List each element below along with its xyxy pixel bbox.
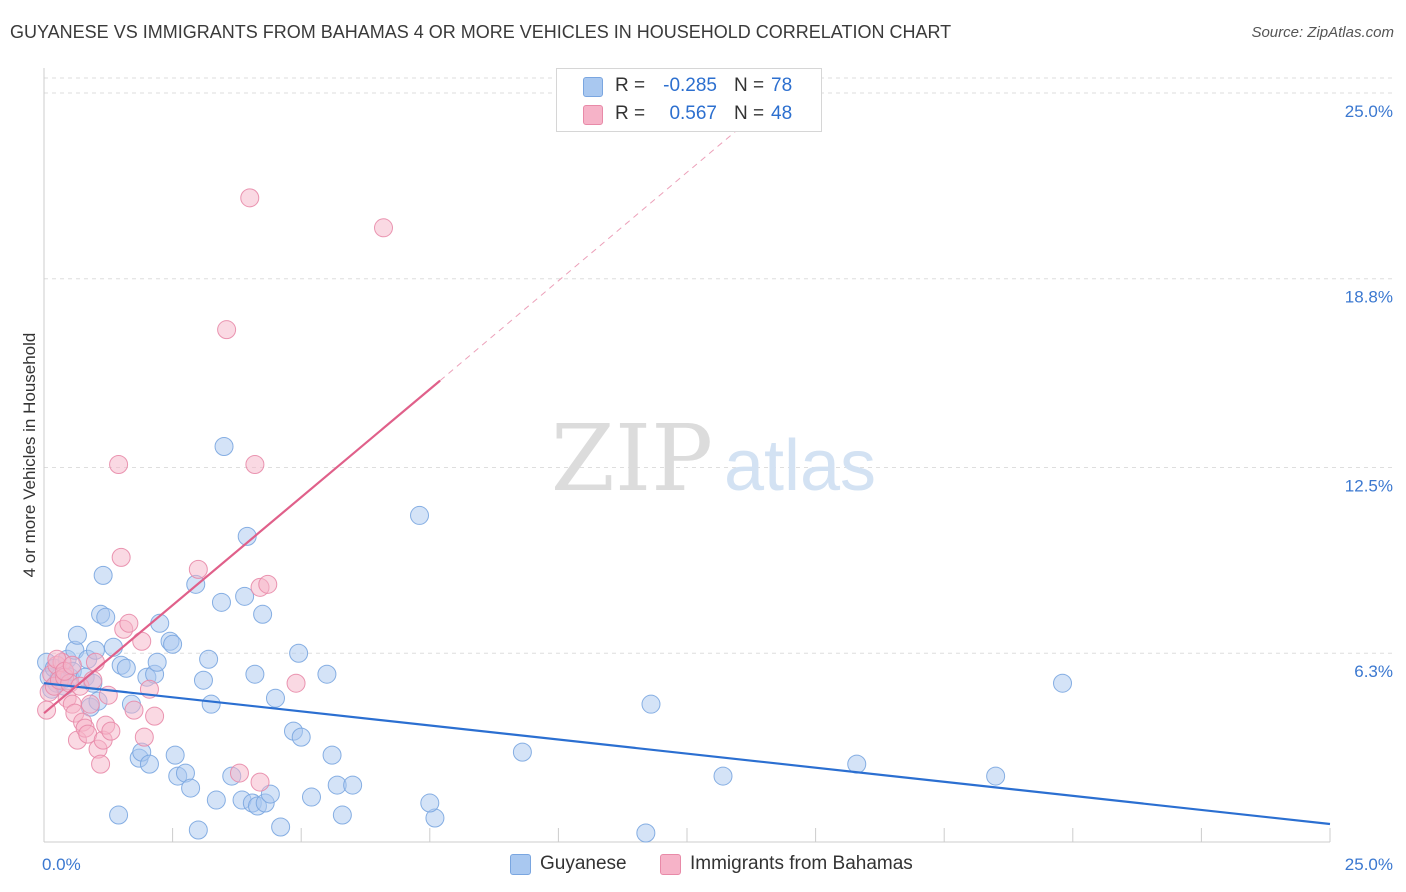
data-point-bahamas xyxy=(229,763,249,783)
legend-row-bahamas: R = 0.567 N = 48 xyxy=(557,99,821,129)
data-point-guyanese xyxy=(641,694,661,714)
x-tick-label: 0.0% xyxy=(42,855,81,874)
trend-line-bahamas xyxy=(43,379,441,715)
legend-label-bahamas: Immigrants from Bahamas xyxy=(690,853,913,874)
data-point-guyanese xyxy=(253,604,273,624)
data-point-guyanese xyxy=(147,652,167,672)
legend-swatch-guyanese xyxy=(510,854,531,875)
legend-r-value: 0.567 xyxy=(669,103,717,124)
legend-r-value: -0.285 xyxy=(663,75,717,96)
data-point-guyanese xyxy=(410,505,430,525)
data-point-guyanese xyxy=(188,820,208,840)
data-point-guyanese xyxy=(265,688,285,708)
data-point-bahamas xyxy=(124,700,144,720)
data-point-bahamas xyxy=(111,547,131,567)
data-point-bahamas xyxy=(258,574,278,594)
legend-swatch-bahamas xyxy=(583,105,603,125)
y-tick-label: 25.0% xyxy=(1345,102,1393,121)
data-point-guyanese xyxy=(116,658,136,678)
legend-n-value: 48 xyxy=(771,103,793,124)
data-point-guyanese xyxy=(109,805,129,825)
legend-row-guyanese: R = -0.285 N = 78 xyxy=(557,71,821,101)
watermark-zip: ZIP xyxy=(551,405,713,512)
data-point-guyanese xyxy=(332,805,352,825)
data-point-bahamas xyxy=(145,706,165,726)
legend-n-label: N = xyxy=(734,103,765,124)
data-point-guyanese xyxy=(201,694,221,714)
series-legend: Guyanese Immigrants from Bahamas xyxy=(0,852,1406,878)
trend-lines xyxy=(43,128,1331,826)
data-point-guyanese xyxy=(636,823,656,843)
data-point-guyanese xyxy=(211,592,231,612)
legend-swatch-bahamas xyxy=(660,854,681,875)
trend-line-guyanese xyxy=(43,682,1331,826)
legend-r-label: R = xyxy=(615,75,646,96)
data-point-guyanese xyxy=(291,727,311,747)
data-point-guyanese xyxy=(181,778,201,798)
data-point-guyanese xyxy=(165,745,185,765)
legend-n-label: N = xyxy=(734,75,765,96)
data-point-guyanese xyxy=(289,643,309,663)
data-point-guyanese xyxy=(93,565,113,585)
data-point-guyanese xyxy=(235,586,255,606)
data-point-bahamas xyxy=(83,670,103,690)
data-point-guyanese xyxy=(96,607,116,627)
data-point-guyanese xyxy=(420,793,440,813)
trend-line-bahamas-extension xyxy=(439,128,739,381)
data-point-bahamas xyxy=(286,673,306,693)
watermark-atlas: atlas xyxy=(724,426,876,506)
data-point-guyanese xyxy=(343,775,363,795)
data-point-guyanese xyxy=(847,754,867,774)
x-tick-label: 25.0% xyxy=(1345,855,1393,874)
y-tick-label: 18.8% xyxy=(1345,288,1393,307)
y-tick-label: 12.5% xyxy=(1345,476,1393,495)
data-point-guyanese xyxy=(1053,673,1073,693)
legend-label-guyanese: Guyanese xyxy=(540,853,627,874)
legend-n-value: 78 xyxy=(771,75,793,96)
data-point-bahamas xyxy=(80,694,100,714)
data-point-guyanese xyxy=(245,664,265,684)
data-point-bahamas xyxy=(62,655,82,675)
data-point-bahamas xyxy=(101,721,121,741)
data-point-guyanese xyxy=(986,766,1006,786)
data-point-bahamas xyxy=(217,320,237,340)
data-point-guyanese xyxy=(512,742,532,762)
data-point-bahamas xyxy=(188,559,208,579)
data-point-bahamas xyxy=(109,454,129,474)
chart-title: GUYANESE VS IMMIGRANTS FROM BAHAMAS 4 OR… xyxy=(10,22,952,42)
data-point-bahamas xyxy=(85,652,105,672)
gridlines xyxy=(44,77,1392,654)
data-points xyxy=(37,188,1073,843)
y-tick-label: 6.3% xyxy=(1354,662,1393,681)
data-point-guyanese xyxy=(271,817,291,837)
data-point-guyanese xyxy=(214,437,234,457)
data-point-guyanese xyxy=(317,664,337,684)
legend-r-label: R = xyxy=(615,103,646,124)
tick-labels: 6.3% 12.5% 18.8% 25.0% 0.0% 25.0% xyxy=(42,102,1393,874)
data-point-bahamas xyxy=(91,754,111,774)
legend-swatch-guyanese xyxy=(583,77,603,97)
data-point-bahamas xyxy=(119,613,139,633)
data-point-bahamas xyxy=(245,454,265,474)
data-point-bahamas xyxy=(240,188,260,208)
data-point-bahamas xyxy=(250,772,270,792)
data-point-guyanese xyxy=(322,745,342,765)
data-point-guyanese xyxy=(193,670,213,690)
source-credit: Source: ZipAtlas.com xyxy=(1251,24,1394,41)
data-point-guyanese xyxy=(163,634,183,654)
correlation-legend: R = -0.285 N = 78 R = 0.567 N = 48 xyxy=(556,68,822,132)
data-point-bahamas xyxy=(134,727,154,747)
data-point-guyanese xyxy=(139,754,159,774)
data-point-guyanese xyxy=(713,766,733,786)
data-point-guyanese xyxy=(67,625,87,645)
data-point-bahamas xyxy=(374,218,394,238)
data-point-guyanese xyxy=(206,790,226,810)
data-point-guyanese xyxy=(301,787,321,807)
data-point-guyanese xyxy=(199,649,219,669)
